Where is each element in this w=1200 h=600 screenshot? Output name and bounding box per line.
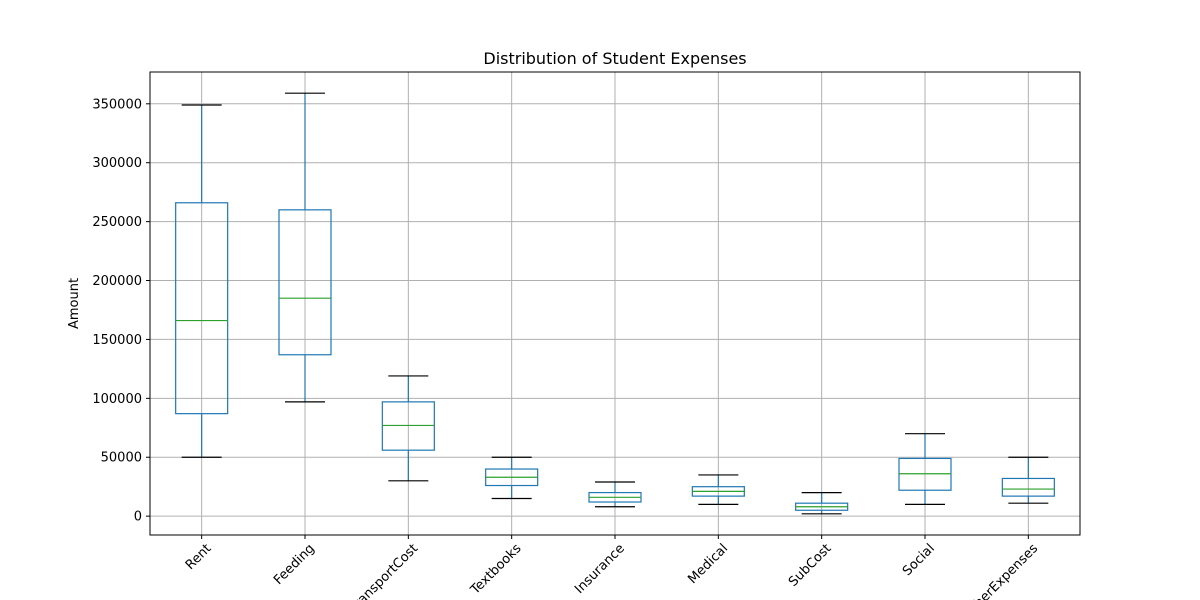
x-tick-label: Rent: [183, 541, 215, 573]
y-axis-label: Amount: [67, 278, 82, 329]
y-tick-label: 150000: [92, 333, 142, 348]
box-layer: [175, 92, 1055, 515]
grid-layer: [150, 72, 1080, 535]
box-otherexpenses: [1001, 456, 1055, 504]
box-transportcost: [381, 375, 435, 482]
box-subcost: [795, 491, 849, 515]
y-tick-label: 0: [134, 510, 142, 525]
y-tick-label: 300000: [92, 156, 142, 171]
x-tick-label: Social: [900, 541, 938, 579]
iqr-box: [1001, 477, 1055, 497]
x-tick-label: Medical: [685, 541, 731, 587]
x-tick-label: TransportCost: [346, 541, 421, 600]
iqr-box: [175, 202, 229, 415]
box-social: [898, 433, 952, 505]
chart-title: Distribution of Student Expenses: [483, 49, 746, 68]
y-tick-label: 200000: [92, 274, 142, 289]
box-rent: [175, 104, 229, 458]
x-tick-label: Textbooks: [467, 541, 524, 598]
y-tick-label: 350000: [92, 97, 142, 112]
box-medical: [691, 474, 745, 505]
y-tick-label: 250000: [92, 215, 142, 230]
y-tick-label: 50000: [101, 451, 142, 466]
x-tick-label: Feeding: [271, 541, 318, 588]
box-insurance: [588, 481, 642, 508]
box-feeding: [278, 92, 332, 403]
x-tick-label: SubCost: [786, 541, 835, 590]
box-textbooks: [485, 456, 539, 500]
x-tick-label: Insurance: [572, 541, 628, 597]
iqr-box: [278, 209, 332, 356]
x-tick-label: OtherExpenses: [961, 541, 1042, 600]
y-tick-label: 100000: [92, 392, 142, 407]
tick-layer: 0 50000 100000 150000 200000 250000 300000 3500…: [92, 97, 1041, 600]
